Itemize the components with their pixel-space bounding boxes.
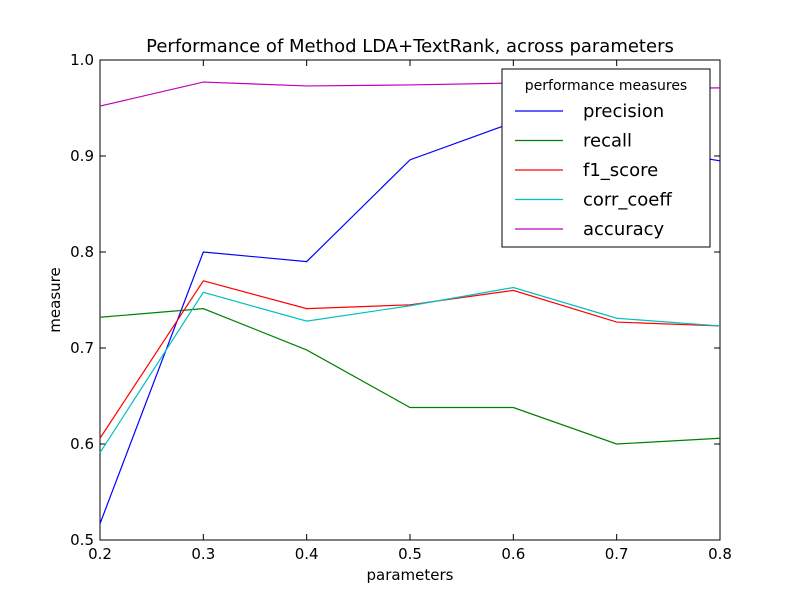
- y-tick-label: 0.5: [70, 531, 94, 549]
- x-tick-label: 0.2: [88, 545, 112, 563]
- y-ticks: 0.5 0.6 0.7 0.8 0.9 1.0: [70, 51, 720, 549]
- legend: performance measures precision recall f1_s…: [501, 68, 711, 248]
- legend-label-f1-score: f1_score: [583, 160, 658, 181]
- plot-area: 0.2 0.3 0.4 0.5 0.6 0.7 0.8 0.5 0.6 0.7 0.8 0.9 1.0: [70, 51, 732, 563]
- chart-title: Performance of Method LDA+TextRank, acro…: [146, 36, 674, 57]
- x-axis-label: parameters: [366, 566, 453, 584]
- y-tick-label: 0.9: [70, 147, 94, 165]
- legend-label-precision: precision: [583, 101, 664, 122]
- x-ticks: 0.2 0.3 0.4 0.5 0.6 0.7 0.8: [88, 60, 732, 563]
- x-tick-label: 0.5: [398, 545, 422, 563]
- series-line-recall: [99, 308, 721, 445]
- x-tick-label: 0.3: [191, 545, 215, 563]
- x-tick-label: 0.4: [295, 545, 319, 563]
- legend-box: [501, 68, 711, 248]
- y-tick-label: 1.0: [70, 51, 94, 69]
- legend-label-corr-coeff: corr_coeff: [583, 190, 672, 211]
- series-line-f1-score: [99, 280, 721, 439]
- legend-label-recall: recall: [583, 131, 632, 152]
- legend-label-accuracy: accuracy: [583, 219, 665, 240]
- legend-title: performance measures: [525, 78, 687, 94]
- y-axis-label: measure: [46, 267, 64, 332]
- x-tick-label: 0.6: [501, 545, 525, 563]
- y-tick-label: 0.7: [70, 339, 94, 357]
- y-tick-label: 0.8: [70, 243, 94, 261]
- legend-entries: precision recall f1_score corr_coeffaccurac…: [515, 101, 672, 240]
- y-tick-label: 0.6: [70, 435, 94, 453]
- x-tick-label: 0.7: [605, 545, 629, 563]
- series-line-corr-coeff: [99, 286, 721, 453]
- x-tick-label: 0.8: [708, 545, 732, 563]
